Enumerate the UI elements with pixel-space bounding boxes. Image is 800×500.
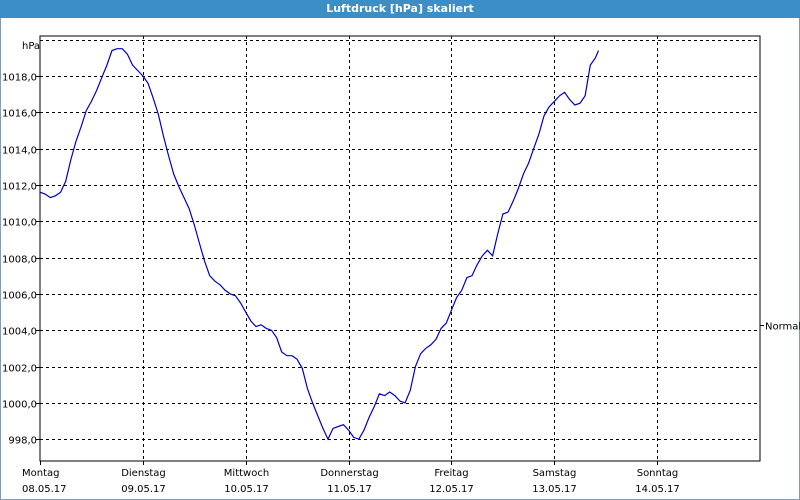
- x-tick-day-label: Freitag: [434, 468, 468, 479]
- plot-area: [39, 35, 761, 462]
- pressure-series-line: [39, 48, 600, 441]
- x-tick-day-label: Samstag: [533, 468, 577, 479]
- x-tick-day-label: Montag: [22, 468, 59, 479]
- chart-title: Luftdruck [hPa] skaliert: [0, 0, 800, 18]
- normal-reference-label: Normal: [765, 322, 800, 333]
- axis-ticks: 998,0 1000,0 1002,0 1004,0 1006,0 1008,0 1010,…: [2, 73, 680, 496]
- y-tick-label: 1012,0: [2, 182, 37, 193]
- x-tick-day-label: Donnerstag: [320, 468, 378, 479]
- gridlines: [40, 36, 760, 461]
- y-tick-label: 1008,0: [2, 255, 37, 266]
- y-tick-label: 998,0: [8, 436, 37, 447]
- y-tick-label: 1006,0: [2, 291, 37, 302]
- y-axis-unit-label: hPa: [22, 41, 40, 52]
- x-tick-day-label: Mittwoch: [224, 468, 269, 479]
- x-tick-date-label: 09.05.17: [121, 484, 166, 495]
- x-tick-date-label: 12.05.17: [429, 484, 474, 495]
- x-tick-day-label: Sonntag: [637, 468, 679, 479]
- y-tick-label: 1010,0: [2, 218, 37, 229]
- y-tick-label: 1002,0: [2, 364, 37, 375]
- x-tick-day-label: Dienstag: [121, 468, 166, 479]
- y-tick-label: 1004,0: [2, 327, 37, 338]
- y-tick-label: 1016,0: [2, 109, 37, 120]
- y-tick-label: 1018,0: [2, 73, 37, 84]
- y-tick-label: 1000,0: [2, 400, 37, 411]
- x-tick-date-label: 11.05.17: [327, 484, 372, 495]
- x-tick-date-label: 08.05.17: [22, 484, 67, 495]
- x-tick-date-label: 10.05.17: [224, 484, 269, 495]
- x-tick-date-label: 14.05.17: [635, 484, 680, 495]
- x-tick-date-label: 13.05.17: [532, 484, 577, 495]
- y-tick-label: 1014,0: [2, 146, 37, 157]
